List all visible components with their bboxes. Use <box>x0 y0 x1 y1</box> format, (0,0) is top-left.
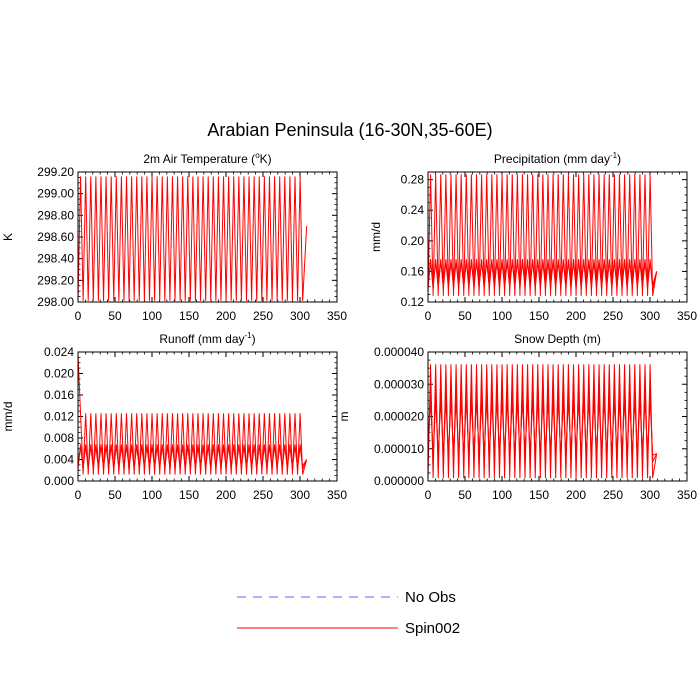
series-line-spin002 <box>427 174 658 296</box>
panel-title-text: Runoff (mm day <box>159 332 244 346</box>
y-tick-label: 0.28 <box>401 173 425 187</box>
panel-title: 2m Air Temperature (oK) <box>143 151 271 166</box>
y-tick-label: 0.000020 <box>374 410 424 424</box>
y-tick-label: 0.012 <box>44 410 74 424</box>
x-tick-label: 200 <box>216 309 236 323</box>
panel-title: Runoff (mm day-1) <box>159 331 255 346</box>
plot-frame <box>427 351 688 482</box>
y-tick-label: 0.20 <box>401 234 425 248</box>
panel-title-text: 2m Air Temperature ( <box>143 152 255 166</box>
x-tick-label: 200 <box>566 488 586 502</box>
x-tick-label: 50 <box>108 488 122 502</box>
panel-title-suffix: ) <box>617 152 621 166</box>
plot-frame <box>77 351 338 482</box>
x-tick-label: 150 <box>179 309 199 323</box>
x-tick-label: 150 <box>529 309 549 323</box>
y-axis-label: m <box>337 412 351 422</box>
panel-title-suffix: ) <box>252 332 256 346</box>
x-tick-label: 100 <box>142 488 162 502</box>
y-tick-label: 0.016 <box>44 388 74 402</box>
x-tick-label: 300 <box>290 488 310 502</box>
chart-panels: 2m Air Temperature (oK) K 0 50 100 150 200 250 3… <box>1 151 697 502</box>
chart-panel-2: Runoff (mm day-1) mm/d 0 50 100 150 200 250 300 3… <box>1 331 347 502</box>
x-tick-label: 250 <box>253 309 273 323</box>
panel-title-text: Precipitation (mm day <box>494 152 610 166</box>
x-tick-label: 350 <box>677 309 697 323</box>
figure-title: Arabian Peninsula (16-30N,35-60E) <box>207 120 492 140</box>
panel-title: Precipitation (mm day-1) <box>494 151 621 166</box>
x-tick-label: 100 <box>492 488 512 502</box>
y-axis-label: mm/d <box>1 402 15 432</box>
y-tick-label: 299.20 <box>37 165 74 179</box>
series-line-spin002 <box>427 400 657 456</box>
y-tick-label: 0.004 <box>44 453 74 467</box>
y-tick-label: 298.60 <box>37 230 74 244</box>
panel-title: Snow Depth (m) <box>514 332 601 346</box>
y-tick-label: 0.020 <box>44 367 74 381</box>
panel-title-superscript: -1 <box>245 331 253 340</box>
y-tick-label: 298.80 <box>37 208 74 222</box>
panel-title-superscript: o <box>255 151 260 160</box>
y-tick-label: 0.000040 <box>374 345 424 359</box>
x-tick-label: 50 <box>458 309 472 323</box>
y-tick-label: 0.000030 <box>374 377 424 391</box>
x-tick-label: 0 <box>75 488 82 502</box>
y-tick-label: 298.00 <box>37 295 74 309</box>
y-tick-label: 299.00 <box>37 187 74 201</box>
x-tick-label: 150 <box>529 488 549 502</box>
plot-frame <box>427 171 688 303</box>
y-tick-label: 298.40 <box>37 252 74 266</box>
x-tick-label: 300 <box>640 309 660 323</box>
panel-title-suffix: K) <box>260 152 272 166</box>
panel-title-superscript: -1 <box>610 151 618 160</box>
chart-panel-1: Precipitation (mm day-1) mm/d 0 50 100 150 200… <box>369 151 697 323</box>
x-tick-label: 200 <box>216 488 236 502</box>
y-tick-label: 0.000000 <box>374 474 424 488</box>
x-tick-label: 350 <box>327 309 347 323</box>
panel-title-text: Snow Depth (m) <box>514 332 601 346</box>
series-line-spin002 <box>77 446 308 468</box>
x-tick-label: 250 <box>603 488 623 502</box>
series-line-spin002 <box>427 262 658 286</box>
y-tick-label: 0.12 <box>401 295 425 309</box>
x-tick-label: 100 <box>142 309 162 323</box>
x-tick-label: 150 <box>179 488 199 502</box>
y-tick-label: 0.008 <box>44 431 74 445</box>
x-tick-label: 350 <box>327 488 347 502</box>
y-tick-label: 0.24 <box>401 203 425 217</box>
x-tick-label: 250 <box>253 488 273 502</box>
x-tick-label: 200 <box>566 309 586 323</box>
x-tick-label: 300 <box>640 488 660 502</box>
x-tick-label: 250 <box>603 309 623 323</box>
legend: No Obs Spin002 <box>237 589 460 637</box>
y-tick-label: 0.16 <box>401 264 425 278</box>
y-tick-label: 0.000 <box>44 474 74 488</box>
plot-frame <box>77 171 338 303</box>
chart-panel-0: 2m Air Temperature (oK) K 0 50 100 150 200 250 3… <box>1 151 347 323</box>
x-tick-label: 100 <box>492 309 512 323</box>
x-tick-label: 0 <box>75 309 82 323</box>
chart-panel-3: Snow Depth (m) m 0 50 100 150 200 250 300 350 0.00… <box>337 332 697 502</box>
x-tick-label: 300 <box>290 309 310 323</box>
x-tick-label: 50 <box>458 488 472 502</box>
y-tick-label: 0.024 <box>44 345 74 359</box>
y-tick-label: 298.20 <box>37 273 74 287</box>
x-tick-label: 50 <box>108 309 122 323</box>
legend-label: Spin002 <box>405 620 460 637</box>
x-tick-label: 0 <box>425 488 432 502</box>
y-tick-label: 0.000010 <box>374 442 424 456</box>
y-axis-label: K <box>1 233 15 241</box>
x-tick-label: 0 <box>425 309 432 323</box>
series-line-spin002 <box>77 176 308 301</box>
x-tick-label: 350 <box>677 488 697 502</box>
y-axis-label: mm/d <box>369 222 383 252</box>
legend-label: No Obs <box>405 589 456 606</box>
